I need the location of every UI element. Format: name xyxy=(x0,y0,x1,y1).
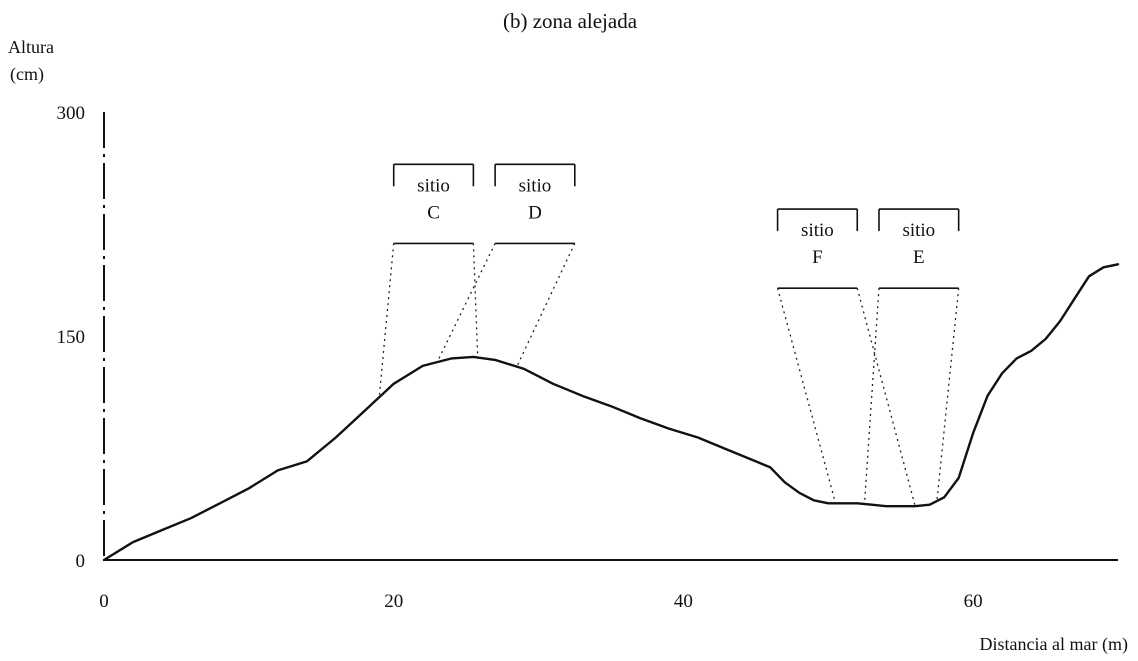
site-e-box: sitio E xyxy=(878,208,960,290)
site-e-label-line-1: sitio xyxy=(902,220,935,241)
y-tick-label: 150 xyxy=(57,327,86,348)
site-c-box: sitio C xyxy=(392,163,475,245)
site-d-leader-left xyxy=(436,243,496,363)
site-d-box: sitio D xyxy=(494,163,576,245)
site-e-leader-right xyxy=(936,288,960,502)
x-tick-label: 60 xyxy=(964,591,983,612)
x-tick-label: 40 xyxy=(674,591,693,612)
site-f-leader-left xyxy=(776,288,837,504)
site-f-label-line-2: F xyxy=(812,247,823,268)
y-axis-label-line-2: (cm) xyxy=(10,64,44,85)
site-d-box-fill xyxy=(495,164,575,244)
annotation-leader-lines xyxy=(378,243,960,507)
chart-title: (b) zona alejada xyxy=(503,9,638,33)
site-e-leader-left xyxy=(863,288,880,505)
site-c-leader-left xyxy=(378,243,395,398)
site-c-box-fill xyxy=(393,164,474,244)
site-e-label-line-2: E xyxy=(913,247,925,268)
site-e-box-fill xyxy=(878,209,959,289)
site-f-label-line-1: sitio xyxy=(801,220,834,241)
site-d-label-line-1: sitio xyxy=(519,175,552,196)
x-axis-label: Distancia al mar (m) xyxy=(980,634,1128,655)
site-f-box: sitio F xyxy=(776,208,859,290)
site-f-box-fill xyxy=(777,209,858,289)
terrain-profile-line xyxy=(102,263,1120,562)
site-c-label-line-1: sitio xyxy=(417,175,450,196)
site-c-leader-right xyxy=(472,243,479,358)
y-tick-labels: 0 150 300 xyxy=(57,103,86,572)
site-d-leader-right xyxy=(516,243,576,367)
x-tick-labels: 0 20 40 60 xyxy=(99,591,982,612)
y-axis-label-line-1: Altura xyxy=(8,37,54,57)
y-tick-label: 300 xyxy=(57,103,86,124)
site-d-label-line-2: D xyxy=(528,202,542,223)
site-c-label-line-2: C xyxy=(427,202,440,223)
site-f-leader-right xyxy=(856,288,916,507)
y-tick-label: 0 xyxy=(76,551,86,572)
x-tick-label: 0 xyxy=(99,591,109,612)
x-tick-label: 20 xyxy=(384,591,403,612)
